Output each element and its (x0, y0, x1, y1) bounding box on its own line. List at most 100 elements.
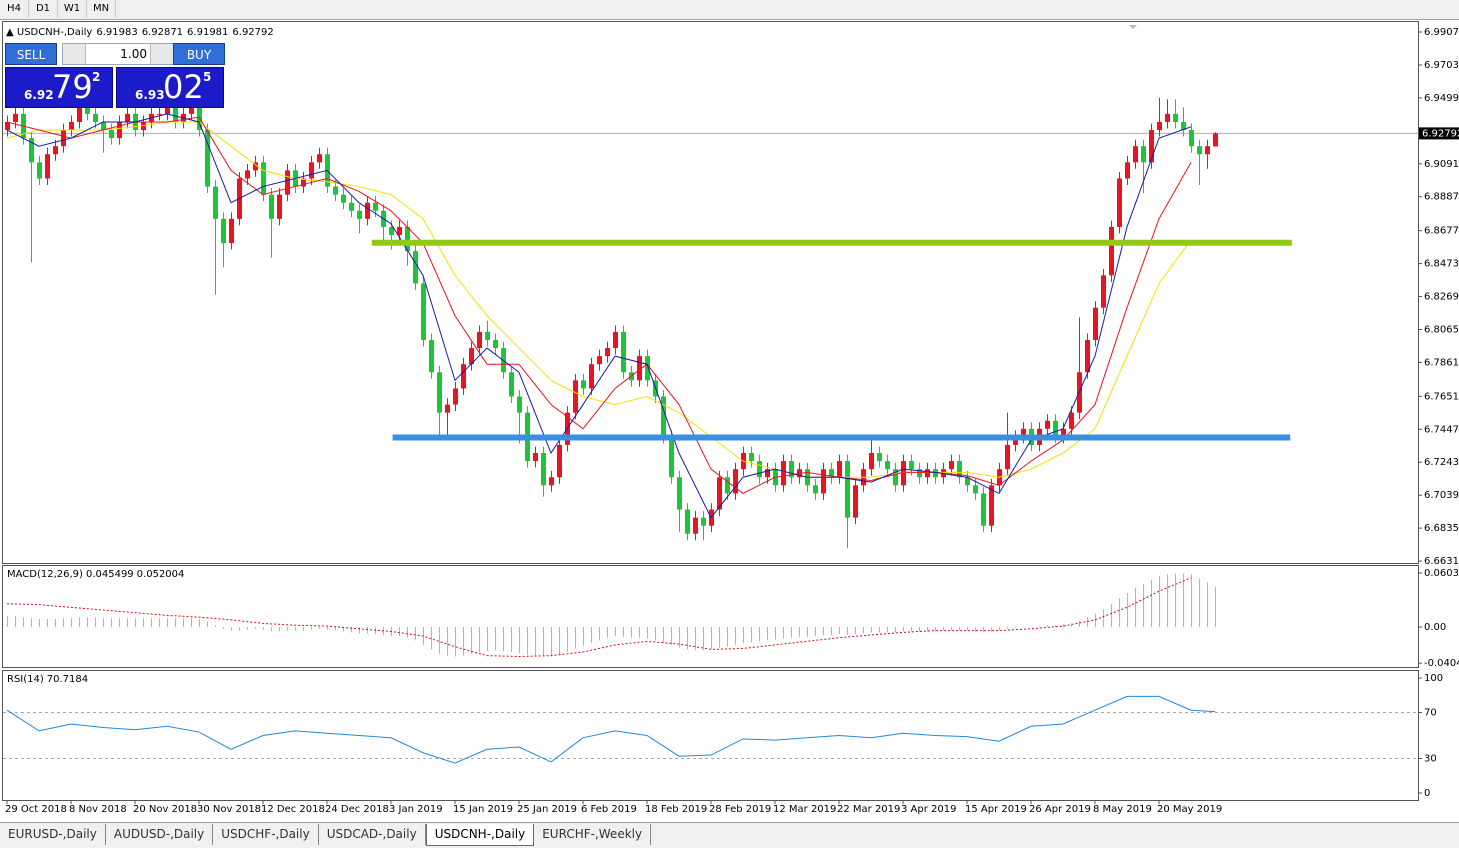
candle-body (445, 404, 450, 413)
candle-body (725, 477, 730, 494)
x-tick-label: 15 Apr 2019 (965, 804, 1027, 815)
x-tick-label: 30 Nov 2018 (197, 804, 261, 815)
candle-body (1101, 275, 1106, 308)
volume-up[interactable] (150, 44, 173, 64)
y-tick-label: 6.82690 (1424, 292, 1459, 303)
chart-title: USDCNH-,Daily (17, 27, 93, 38)
chart-tabs: EURUSD-,Daily AUDUSD-,Daily USDCHF-,Daily U… (0, 822, 1459, 848)
candle-body (1109, 226, 1114, 276)
rsi-header: RSI(14) 70.7184 (7, 674, 88, 685)
volume-down[interactable] (63, 44, 86, 64)
candle-body (277, 194, 282, 219)
candle-body (397, 226, 402, 236)
x-tick-label: 12 Mar 2019 (773, 804, 836, 815)
chart-header: ▲ USDCNH-,Daily 6.91983 6.92871 6.91981 6.92… (6, 27, 274, 38)
candle-body (125, 113, 130, 122)
y-tick-label: 6.94990 (1424, 93, 1459, 104)
candle-body (485, 331, 490, 340)
candle-body (1133, 146, 1138, 163)
x-tick-label: 8 May 2019 (1093, 804, 1152, 815)
candle-body (877, 453, 882, 462)
y-tick-label: 30 (1424, 753, 1437, 764)
candle-body (717, 477, 722, 510)
chart-tab[interactable]: USDCHF-,Daily (213, 824, 319, 845)
volume-input[interactable]: 1.00 (62, 43, 174, 65)
timeframe-button[interactable]: D1 (29, 0, 58, 18)
candle-body (829, 469, 834, 478)
chart-tab[interactable]: EURUSD-,Daily (0, 824, 106, 845)
candle-body (981, 493, 986, 526)
candle-body (13, 113, 18, 122)
candle-body (301, 178, 306, 187)
candle-body (965, 477, 970, 486)
current-price-label: 6.92792 (1422, 128, 1459, 139)
candle-body (421, 283, 426, 340)
y-tick-label: 6.80650 (1424, 324, 1459, 335)
candle-body (1157, 121, 1162, 131)
candle-body (581, 380, 586, 389)
candle-body (45, 154, 50, 179)
timeframe-button[interactable]: MN (87, 0, 116, 18)
candle-body (61, 130, 66, 147)
candle-body (173, 105, 178, 122)
candle-body (509, 372, 514, 397)
chart-tab[interactable]: USDCAD-,Daily (319, 824, 426, 845)
candle-body (701, 517, 706, 526)
candle-body (1053, 420, 1058, 437)
candle-body (645, 356, 650, 381)
sell-button[interactable]: SELL (5, 43, 57, 65)
candle-body (533, 453, 538, 462)
ask-big: 6.93 (135, 88, 165, 102)
ask-box[interactable]: 6.93 02 5 (116, 67, 224, 108)
candle-body (677, 477, 682, 510)
candle-body (1045, 420, 1050, 429)
y-tick-label: 70 (1424, 708, 1437, 719)
rsi-value: 70.7184 (47, 674, 88, 685)
candle-body (85, 105, 90, 114)
x-tick-label: 29 Oct 2018 (5, 804, 67, 815)
x-tick-label: 3 Jan 2019 (389, 804, 443, 815)
candle-body (589, 364, 594, 389)
chart-tab[interactable]: AUDUSD-,Daily (106, 824, 214, 845)
candle-body (205, 130, 210, 187)
low-price: 6.91981 (187, 27, 228, 38)
rsi-name: RSI(14) (7, 674, 44, 685)
candle-body (269, 194, 274, 219)
candle-body (373, 202, 378, 211)
bid-point: 2 (92, 70, 101, 84)
y-tick-label: 6.84730 (1424, 259, 1459, 270)
current-price-box (1419, 127, 1459, 140)
macd-pane (2, 565, 1419, 668)
bid-box[interactable]: 6.92 79 2 (5, 67, 113, 108)
candle-body (517, 396, 522, 413)
high-price: 6.92871 (142, 27, 183, 38)
y-tick-label: 0 (1424, 788, 1430, 799)
x-tick-label: 6 Feb 2019 (581, 804, 637, 815)
candle-body (405, 226, 410, 252)
candle-body (5, 121, 10, 131)
candle-body (957, 461, 962, 478)
candle-body (285, 170, 290, 195)
candle-body (621, 331, 626, 373)
chart-tab[interactable]: EURCHF-,Weekly (534, 824, 652, 845)
y-tick-label: 6.70390 (1424, 490, 1459, 501)
ask-pips: 02 (163, 68, 204, 106)
macd-main: 0.045499 (86, 569, 134, 580)
timeframe-button[interactable]: H4 (0, 0, 29, 18)
timeframe-toolbar: H4 D1 W1 MN (0, 0, 1459, 20)
candle-body (1149, 130, 1154, 163)
candle-body (1125, 162, 1130, 179)
macd-name: MACD(12,26,9) (7, 569, 83, 580)
buy-button[interactable]: BUY (173, 43, 225, 65)
candle-body (245, 170, 250, 179)
candle-body (549, 477, 554, 486)
timeframe-button[interactable]: W1 (58, 0, 87, 18)
candle-body (541, 453, 546, 486)
candle-body (477, 331, 482, 349)
volume-value: 1.00 (120, 47, 147, 61)
chart-tab[interactable]: USDCNH-,Daily (425, 824, 535, 846)
x-tick-label: 28 Feb 2019 (709, 804, 771, 815)
y-tick-label: 100 (1424, 673, 1443, 684)
y-tick-label: 6.99070 (1424, 27, 1459, 38)
